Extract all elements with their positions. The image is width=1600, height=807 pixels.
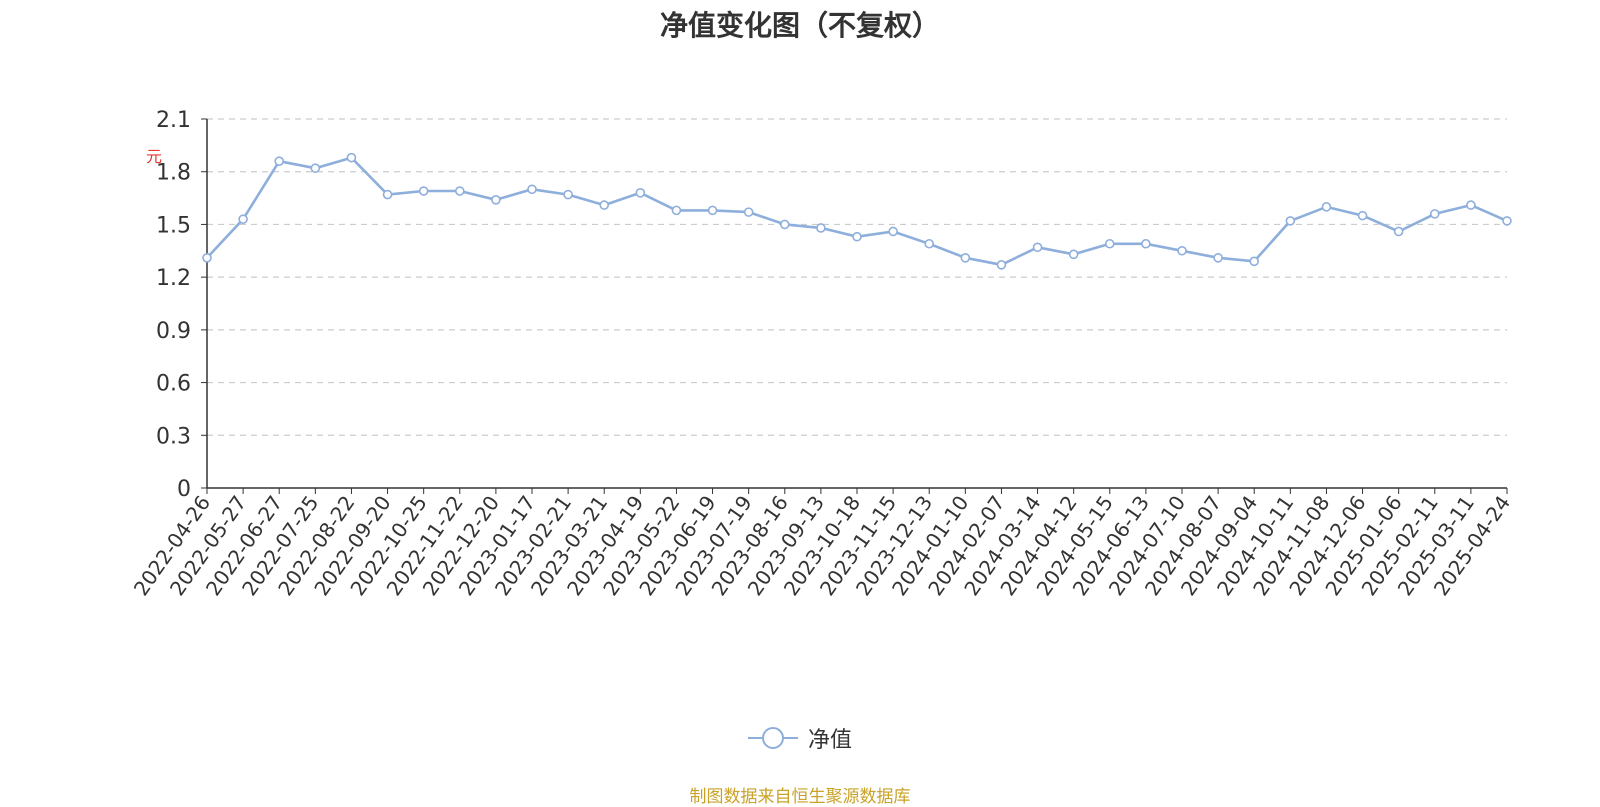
y-tick-label: 1.5 xyxy=(156,213,191,238)
data-point xyxy=(707,205,718,216)
data-point xyxy=(1249,256,1260,267)
chart-title: 净值变化图（不复权） xyxy=(659,9,940,42)
data-point xyxy=(310,163,321,173)
data-point xyxy=(996,260,1007,270)
data-point xyxy=(924,238,935,249)
data-point xyxy=(1321,202,1332,212)
data-point xyxy=(1032,242,1043,253)
y-tick-label: 0.6 xyxy=(156,372,191,397)
data-point xyxy=(960,253,971,263)
y-tick-label: 2.1 xyxy=(156,108,191,133)
data-point xyxy=(382,189,393,200)
data-point xyxy=(1177,245,1187,256)
y-tick-label: 1.2 xyxy=(156,266,191,291)
data-point xyxy=(346,152,357,163)
data-point xyxy=(238,214,248,224)
data-point xyxy=(1357,210,1368,221)
series-line xyxy=(205,156,1509,267)
data-point xyxy=(202,253,212,263)
legend-label: 净值 xyxy=(807,728,852,753)
y-tick-label: 0.3 xyxy=(156,424,191,449)
data-point xyxy=(1285,216,1296,226)
y-tick-label: 1.8 xyxy=(156,161,191,186)
data-point xyxy=(527,184,537,195)
data-point xyxy=(274,156,285,166)
data-point xyxy=(671,205,682,216)
data-point xyxy=(852,231,862,242)
data-point xyxy=(599,200,610,210)
data-point xyxy=(1104,238,1115,249)
data-point xyxy=(1502,216,1512,226)
data-point xyxy=(418,186,429,196)
data-point xyxy=(635,188,646,198)
line-chart: 00.30.60.91.21.51.82.12022-04-262022-05-… xyxy=(129,108,1515,600)
legend[interactable]: 净值 xyxy=(0,722,1600,754)
data-source-note: 制图数据来自恒生聚源数据库 xyxy=(689,787,911,807)
y-axis-unit-label: 元 xyxy=(143,148,162,164)
data-point xyxy=(1466,200,1476,210)
data-point xyxy=(1141,238,1151,249)
data-point xyxy=(888,226,898,237)
data-point xyxy=(1068,249,1079,260)
y-tick-label: 0 xyxy=(177,477,191,502)
data-point xyxy=(563,189,573,200)
data-point xyxy=(1393,226,1404,237)
data-point xyxy=(779,219,790,230)
data-point xyxy=(491,195,501,205)
data-point xyxy=(454,186,465,196)
data-point xyxy=(1429,209,1440,219)
data-point xyxy=(743,207,754,217)
data-point xyxy=(1213,253,1223,263)
y-tick-label: 0.9 xyxy=(156,319,191,344)
data-point xyxy=(816,223,826,233)
legend-line-circle-icon xyxy=(747,726,798,750)
